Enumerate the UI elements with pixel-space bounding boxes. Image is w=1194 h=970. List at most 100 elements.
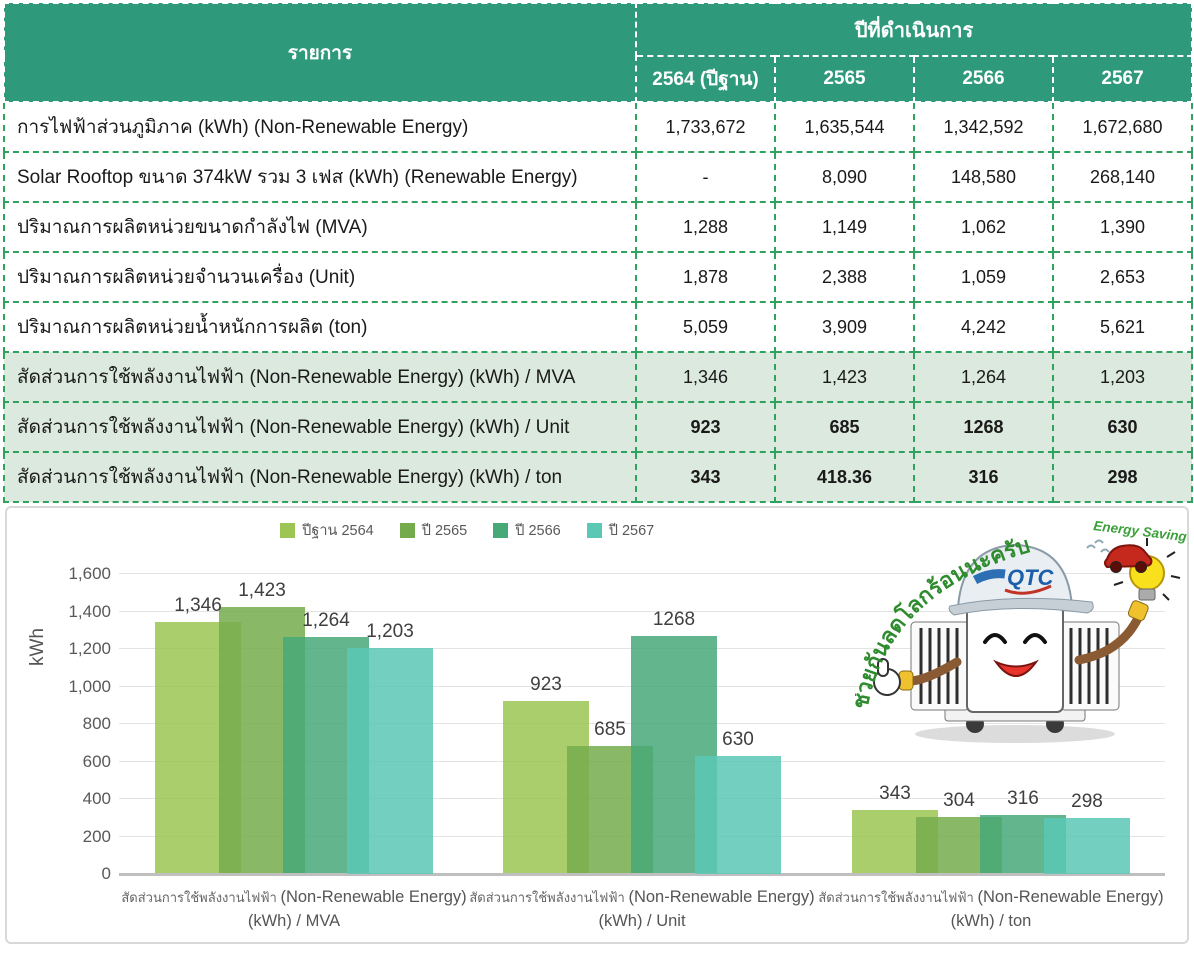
bar-value-label: 343 bbox=[879, 782, 911, 804]
x-axis-category-label: สัดส่วนการใช้พลังงานไฟฟ้า (Non-Renewable… bbox=[456, 886, 828, 934]
legend-swatch bbox=[586, 523, 602, 538]
row-value: 418.36 bbox=[774, 451, 915, 503]
row-value: 1,288 bbox=[635, 201, 776, 253]
row-value: 5,621 bbox=[1051, 301, 1194, 353]
mascot-thumbs-up bbox=[873, 658, 901, 696]
bar-value-label: 923 bbox=[530, 673, 562, 695]
energy-data-table: รายการ ปีที่ดำเนินการ 2564 (ปีฐาน) 2565 … bbox=[3, 2, 1194, 503]
row-value: 148,580 bbox=[913, 151, 1054, 203]
row-value: 8,090 bbox=[774, 151, 915, 203]
x-label-line1: สัดส่วนการใช้พลังงานไฟฟ้า (Non-Renewable… bbox=[805, 886, 1177, 910]
x-axis-baseline bbox=[119, 873, 1165, 876]
row-value: 1,264 bbox=[913, 351, 1054, 403]
row-label: การไฟฟ้าส่วนภูมิภาค (kWh) (Non-Renewable… bbox=[3, 101, 637, 153]
row-value: 1,423 bbox=[774, 351, 915, 403]
row-value: 1,346 bbox=[635, 351, 776, 403]
column-header-year-group: ปีที่ดำเนินการ bbox=[634, 2, 1194, 57]
bar-value-label: 1,423 bbox=[238, 580, 286, 602]
legend-swatch bbox=[493, 523, 509, 538]
bar-value-label: 630 bbox=[722, 728, 754, 750]
row-value: 1,878 bbox=[635, 251, 776, 303]
column-header-year-2565: 2565 bbox=[774, 55, 915, 103]
mascot-right-arm bbox=[1074, 613, 1143, 665]
bar-value-label: 1,264 bbox=[302, 610, 350, 631]
row-value: 316 bbox=[913, 451, 1054, 503]
energy-saving-text: Energy Saving bbox=[1093, 518, 1187, 544]
bar-value-label: 1,203 bbox=[366, 621, 414, 643]
legend-label: ปี 2566 bbox=[515, 523, 561, 539]
row-label: ปริมาณการผลิตหน่วยน้ำหนักการผลิต (ton) bbox=[3, 301, 637, 353]
y-axis-tick-label: 1,400 bbox=[68, 601, 111, 621]
row-value: 1,733,672 bbox=[635, 101, 776, 153]
mascot-face-panel bbox=[966, 605, 1064, 713]
x-label-line1: สัดส่วนการใช้พลังงานไฟฟ้า (Non-Renewable… bbox=[456, 886, 828, 910]
table-body: การไฟฟ้าส่วนภูมิภาค (kWh) (Non-Renewable… bbox=[3, 101, 1194, 503]
mascot-illustration: QTC ช่วยกันลดโลกร้อนนะครับ Energy Saving bbox=[847, 518, 1188, 743]
y-axis-tick-label: 1,600 bbox=[68, 564, 111, 583]
row-label: Solar Rooftop ขนาด 374kW รวม 3 เฟส (kWh)… bbox=[3, 151, 637, 203]
row-value: 630 bbox=[1051, 401, 1194, 453]
x-label-line2: (kWh) / ton bbox=[950, 911, 1032, 930]
mascot-eyes bbox=[983, 633, 1047, 644]
x-label-thai: สัดส่วนการใช้พลังงานไฟฟ้า bbox=[121, 890, 281, 905]
column-header-year-2564: 2564 (ปีฐาน) bbox=[635, 55, 776, 103]
column-header-year-2566: 2566 bbox=[913, 55, 1054, 103]
gridline bbox=[119, 573, 1165, 574]
y-axis-title: kWh bbox=[27, 628, 48, 666]
row-value: 1,062 bbox=[913, 201, 1054, 253]
row-value: 1,635,544 bbox=[774, 101, 915, 153]
x-label-line1: สัดส่วนการใช้พลังงานไฟฟ้า (Non-Renewable… bbox=[108, 886, 480, 910]
legend-item: ปี 2566 bbox=[493, 519, 561, 542]
column-header-item: รายการ bbox=[3, 2, 637, 103]
row-label: สัดส่วนการใช้พลังงานไฟฟ้า (Non-Renewable… bbox=[3, 451, 637, 503]
mascot-cap: QTC bbox=[948, 543, 1094, 616]
mascot-right-glove bbox=[1127, 600, 1149, 622]
row-value: 3,909 bbox=[774, 301, 915, 353]
row-value: 343 bbox=[635, 451, 776, 503]
row-value: 2,653 bbox=[1051, 251, 1194, 303]
row-value: 2,388 bbox=[774, 251, 915, 303]
legend-item: ปีฐาน 2564 bbox=[280, 519, 374, 542]
mascot-shadow bbox=[915, 725, 1115, 743]
x-label-line2: (kWh) / Unit bbox=[598, 911, 686, 930]
x-label-english: (Non-Renewable Energy) bbox=[628, 888, 815, 906]
mascot-logo: QTC bbox=[1007, 565, 1055, 590]
table-row: ปริมาณการผลิตหน่วยจำนวนเครื่อง (Unit) 1,8… bbox=[3, 251, 1194, 303]
gridline bbox=[119, 610, 1165, 612]
row-value: 685 bbox=[774, 401, 915, 453]
car-doodle bbox=[1086, 539, 1153, 573]
table-row: สัดส่วนการใช้พลังงานไฟฟ้า (Non-Renewable… bbox=[3, 351, 1194, 403]
plot-area: 1,346 1,423 1,264 1,203 สัดส่วนการใช้พลังงาน… bbox=[119, 573, 1165, 930]
mascot-right-fins bbox=[1060, 621, 1120, 711]
row-value: 1,059 bbox=[913, 251, 1054, 303]
bar bbox=[695, 755, 781, 874]
y-axis-tick-label: 400 bbox=[82, 789, 111, 808]
chart-legend: ปีฐาน 2564 ปี 2565 ปี 2566 ปี 2567 bbox=[7, 519, 927, 542]
bar-value-label: 316 bbox=[1007, 787, 1039, 809]
mascot-left-fins bbox=[910, 621, 970, 711]
bar-chart-panel: ปีฐาน 2564 ปี 2565 ปี 2566 ปี 2567 kWh 0 200… bbox=[5, 506, 1189, 944]
legend-label: ปีฐาน 2564 bbox=[302, 523, 374, 539]
bar-value-label: 685 bbox=[594, 718, 626, 740]
row-value: 4,242 bbox=[913, 301, 1054, 353]
column-header-year-2567: 2567 bbox=[1051, 55, 1194, 103]
legend-item: ปี 2565 bbox=[399, 519, 467, 542]
x-label-line2: (kWh) / MVA bbox=[247, 911, 341, 930]
y-axis-tick-label: 0 bbox=[101, 864, 111, 883]
x-label-thai: สัดส่วนการใช้พลังงานไฟฟ้า bbox=[818, 890, 978, 905]
table-row: สัดส่วนการใช้พลังงานไฟฟ้า (Non-Renewable… bbox=[3, 451, 1194, 503]
row-value: - bbox=[635, 151, 776, 203]
legend-label: ปี 2567 bbox=[608, 523, 655, 539]
mascot-left-arm bbox=[906, 657, 962, 686]
table-row: การไฟฟ้าส่วนภูมิภาค (kWh) (Non-Renewable… bbox=[3, 101, 1194, 153]
legend-item: ปี 2567 bbox=[586, 519, 655, 542]
table-row: Solar Rooftop ขนาด 374kW รวม 3 เฟส (kWh)… bbox=[3, 151, 1194, 203]
x-label-english: (Non-Renewable Energy) bbox=[977, 888, 1164, 906]
row-value: 1,149 bbox=[774, 201, 915, 253]
row-value: 1,203 bbox=[1051, 351, 1194, 403]
row-label: สัดส่วนการใช้พลังงานไฟฟ้า (Non-Renewable… bbox=[3, 401, 637, 453]
row-value: 298 bbox=[1051, 451, 1194, 503]
bar bbox=[1044, 818, 1130, 874]
x-axis-category-label: สัดส่วนการใช้พลังงานไฟฟ้า (Non-Renewable… bbox=[108, 886, 480, 934]
table-row: ปริมาณการผลิตหน่วยน้ำหนักการผลิต (ton) 5,… bbox=[3, 301, 1194, 353]
